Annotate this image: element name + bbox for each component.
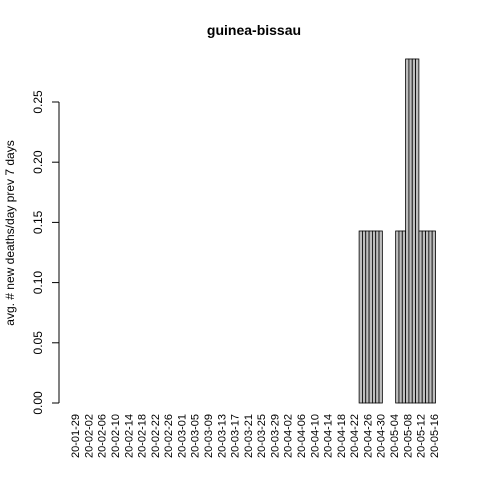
bar xyxy=(431,230,436,404)
x-tick-label: 20-03-05 xyxy=(190,414,202,458)
x-tick-label: 20-02-06 xyxy=(97,414,109,458)
x-tick-label: 20-04-26 xyxy=(362,414,374,458)
bar xyxy=(378,230,383,404)
x-tick-label: 20-02-10 xyxy=(110,414,122,458)
bar xyxy=(401,230,407,404)
bar xyxy=(425,230,430,404)
x-tick-label: 20-02-22 xyxy=(150,414,162,458)
y-tick-label: 0.10 xyxy=(31,271,45,295)
bar xyxy=(398,230,403,404)
x-tick-label: 20-04-18 xyxy=(336,414,348,458)
x-tick-label: 20-02-18 xyxy=(137,414,149,458)
x-tick-label: 20-05-16 xyxy=(429,414,441,458)
x-tick-label: 20-04-30 xyxy=(376,414,388,458)
bar xyxy=(415,58,420,404)
x-tick-label: 20-05-08 xyxy=(402,414,414,458)
bar xyxy=(395,230,400,404)
chart-title: guinea-bissau xyxy=(207,22,301,38)
bar xyxy=(411,58,416,404)
x-tick-label: 20-04-10 xyxy=(309,414,321,458)
bars-group xyxy=(358,58,436,404)
bar xyxy=(368,230,373,404)
bar xyxy=(362,230,367,404)
bar xyxy=(408,58,413,404)
bar xyxy=(405,58,410,404)
x-tick-label: 20-02-26 xyxy=(163,414,175,458)
x-tick-label: 20-04-06 xyxy=(296,414,308,458)
x-tick-label: 20-01-29 xyxy=(70,414,82,458)
x-tick-label: 20-03-29 xyxy=(269,414,281,458)
bar xyxy=(371,230,377,404)
x-tick-label: 20-05-04 xyxy=(389,414,401,458)
x-tick-label: 20-03-13 xyxy=(216,414,228,458)
x-tick-label: 20-03-09 xyxy=(203,414,215,458)
bar xyxy=(365,230,370,404)
bar xyxy=(428,230,433,404)
x-tick-label: 20-03-25 xyxy=(256,414,268,458)
x-tick-label: 20-04-02 xyxy=(283,414,295,458)
x-tick-label: 20-03-21 xyxy=(243,414,255,458)
y-axis: 0.00 0.05 0.10 0.15 0.20 0.25 xyxy=(31,90,60,415)
y-tick-label: 0.15 xyxy=(31,210,45,234)
bar xyxy=(421,230,426,404)
x-tick-label: 20-03-01 xyxy=(176,414,188,458)
y-axis-label: avg. # new deaths/day prev 7 days xyxy=(3,140,17,325)
y-tick-label: 0.05 xyxy=(31,331,45,355)
x-tick-label: 20-02-02 xyxy=(83,414,95,458)
bar xyxy=(358,230,363,404)
x-axis: 20-01-29 20-02-02 20-02-06 20-02-10 20-02-14… xyxy=(70,414,441,458)
y-tick-label: 0.20 xyxy=(31,150,45,174)
bar xyxy=(418,230,423,404)
x-tick-label: 20-04-14 xyxy=(323,414,335,458)
y-tick-label: 0.00 xyxy=(31,391,45,415)
x-tick-label: 20-05-12 xyxy=(416,414,428,458)
x-tick-label: 20-02-14 xyxy=(123,414,135,458)
x-tick-label: 20-04-22 xyxy=(349,414,361,458)
y-tick-label: 0.25 xyxy=(31,90,45,114)
bar xyxy=(375,230,380,404)
x-tick-label: 20-03-17 xyxy=(230,414,242,458)
